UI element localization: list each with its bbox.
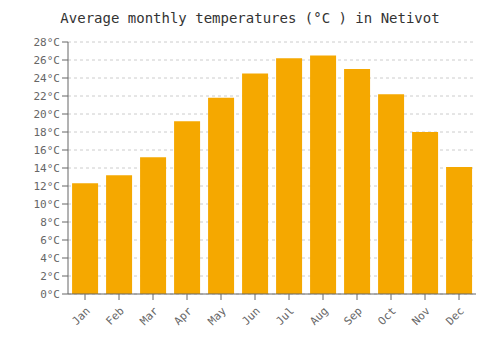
svg-text:May: May — [206, 304, 230, 328]
svg-text:2°C: 2°C — [40, 270, 60, 283]
svg-text:Jul: Jul — [274, 305, 297, 328]
svg-text:Dec: Dec — [444, 305, 467, 328]
svg-text:Aug: Aug — [308, 305, 331, 328]
svg-text:12°C: 12°C — [34, 180, 61, 193]
svg-text:18°C: 18°C — [34, 126, 61, 139]
svg-text:0°C: 0°C — [40, 288, 60, 301]
svg-text:Jan: Jan — [70, 305, 93, 328]
svg-text:14°C: 14°C — [34, 162, 61, 175]
html-text:Average monthly temperatures (: Average monthly temperatures (°C ) in Ne… — [60, 10, 440, 26]
svg-text:Apr: Apr — [172, 304, 196, 328]
svg-text:Oct: Oct — [376, 305, 399, 328]
svg-text:4°C: 4°C — [40, 252, 60, 265]
svg-text:Nov: Nov — [410, 304, 434, 328]
svg-text:8°C: 8°C — [40, 216, 60, 229]
svg-text:6°C: 6°C — [40, 234, 60, 247]
svg-text:22°C: 22°C — [34, 90, 61, 103]
svg-text:24°C: 24°C — [34, 72, 61, 85]
svg-text:16°C: 16°C — [34, 144, 61, 157]
svg-text:28°C: 28°C — [34, 36, 61, 49]
svg-text:Jun: Jun — [240, 305, 263, 328]
svg-text:26°C: 26°C — [34, 54, 61, 67]
svg-text:Mar: Mar — [138, 304, 162, 328]
svg-text:Sep: Sep — [342, 305, 365, 328]
svg-text:20°C: 20°C — [34, 108, 61, 121]
svg-text:Feb: Feb — [104, 305, 127, 328]
svg-text:10°C: 10°C — [34, 198, 61, 211]
